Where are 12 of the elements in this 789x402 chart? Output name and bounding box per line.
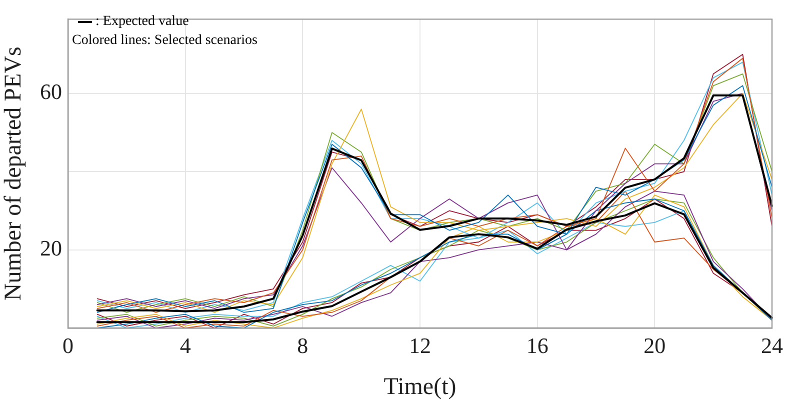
y-axis-title: Number of departed PEVs xyxy=(0,46,27,301)
x-tick-label: 8 xyxy=(297,332,308,358)
x-tick-label: 20 xyxy=(644,332,666,358)
x-tick-label: 16 xyxy=(526,332,548,358)
x-axis-title: Time(t) xyxy=(384,374,456,400)
y-tick-label: 60 xyxy=(40,79,62,104)
annotation: : Expected value xyxy=(94,13,190,31)
x-tick-label: 4 xyxy=(180,332,191,358)
annotation: Colored lines: Selected scenarios xyxy=(72,32,258,50)
x-tick-label: 12 xyxy=(409,332,431,358)
x-tick-label: 0 xyxy=(62,332,74,358)
x-tick-label: 24 xyxy=(761,332,783,358)
